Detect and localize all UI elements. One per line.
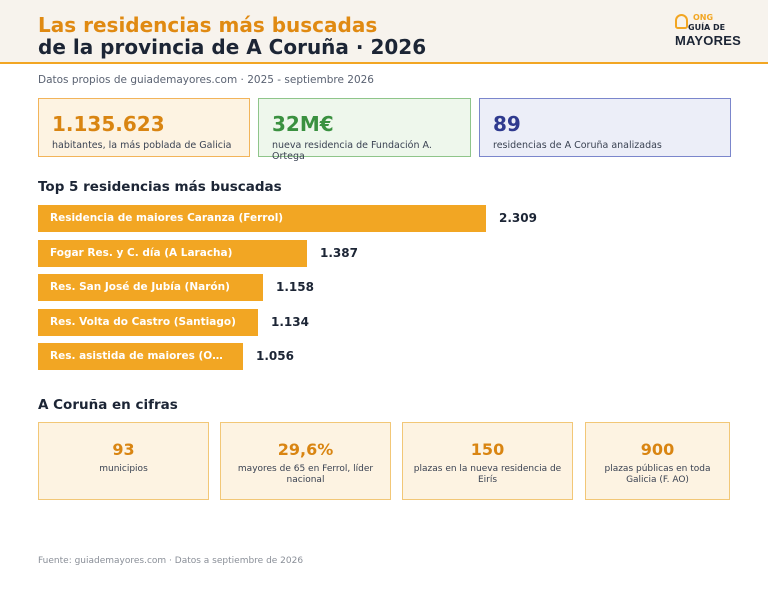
- logo-mayores-text: MAYORES: [675, 33, 741, 48]
- bar-category-label: Res. Volta do Castro (Santiago): [50, 316, 236, 328]
- logo-mark-icon: [675, 14, 688, 29]
- bar-value-label: 1.134: [271, 315, 309, 329]
- bar-category-label: Fogar Res. y C. día (A Laracha): [50, 247, 233, 259]
- fact-value: 93: [112, 440, 135, 459]
- fact-card-plazas-publicas: 900 plazas públicas en toda Galicia (F. …: [585, 422, 730, 500]
- fact-label: plazas en la nueva residencia de Eirís: [413, 464, 562, 485]
- fact-card-mayores: 29,6% mayores de 65 en Ferrol, líder nac…: [220, 422, 391, 500]
- chart-title: Top 5 residencias más buscadas: [38, 179, 282, 195]
- logo-ong-text: ONG: [693, 13, 714, 22]
- title-line-2: de la provincia de A Coruña · 2026: [38, 35, 427, 59]
- fact-label: mayores de 65 en Ferrol, líder nacional: [237, 464, 374, 485]
- kpi-value: 32M€: [272, 112, 334, 136]
- kpi-card-habitantes: 1.135.623 habitantes, la más poblada de …: [38, 98, 250, 157]
- fact-value: 29,6%: [277, 440, 334, 459]
- bar: Res. San José de Jubía (Narón): [38, 274, 263, 301]
- bar-category-label: Residencia de maiores Caranza (Ferrol): [50, 212, 284, 224]
- kpi-label: nueva residencia de Fundación A. Ortega: [272, 140, 432, 162]
- kpi-value: 1.135.623: [52, 112, 165, 136]
- fact-card-municipios: 93 municipios: [38, 422, 209, 500]
- logo-guia-text: GUÍA DE: [688, 23, 726, 32]
- fact-value: 900: [640, 440, 675, 459]
- bar: Residencia de maiores Caranza (Ferrol): [38, 205, 486, 232]
- bar-category-label: Res. San José de Jubía (Narón): [50, 281, 230, 293]
- kpi-label: residencias de A Coruña analizadas: [493, 140, 662, 151]
- bar-value-label: 2.309: [499, 211, 537, 225]
- header-band: Las residencias más buscadas de la provi…: [0, 0, 768, 64]
- footer-source: Fuente: guiademayores.com · Datos a sept…: [38, 556, 304, 566]
- kpi-card-residencias: 89 residencias de A Coruña analizadas: [479, 98, 731, 157]
- facts-title: A Coruña en cifras: [38, 397, 178, 413]
- bar-value-label: 1.056: [256, 349, 294, 363]
- fact-label: municipios: [99, 464, 148, 474]
- subtitle: Datos propios de guiademayores.com · 202…: [38, 74, 374, 86]
- title-line-1: Las residencias más buscadas: [38, 13, 378, 37]
- guia-de-mayores-logo: ONG GUÍA DE MAYORES: [672, 13, 744, 49]
- bar-value-label: 1.387: [320, 246, 358, 260]
- bar: Fogar Res. y C. día (A Laracha): [38, 240, 307, 267]
- bar-category-label: Res. asistida de maiores (O…: [50, 350, 223, 362]
- bar-value-label: 1.158: [276, 280, 314, 294]
- bar: Res. Volta do Castro (Santiago): [38, 309, 258, 336]
- bar: Res. asistida de maiores (O…: [38, 343, 243, 370]
- kpi-label: habitantes, la más poblada de Galicia: [52, 140, 232, 151]
- fact-value: 150: [470, 440, 505, 459]
- fact-card-plazas-eiris: 150 plazas en la nueva residencia de Eir…: [402, 422, 573, 500]
- fact-label: plazas públicas en toda Galicia (F. AO): [604, 464, 711, 485]
- kpi-value: 89: [493, 112, 521, 136]
- kpi-card-inversion: 32M€ nueva residencia de Fundación A. Or…: [258, 98, 471, 162]
